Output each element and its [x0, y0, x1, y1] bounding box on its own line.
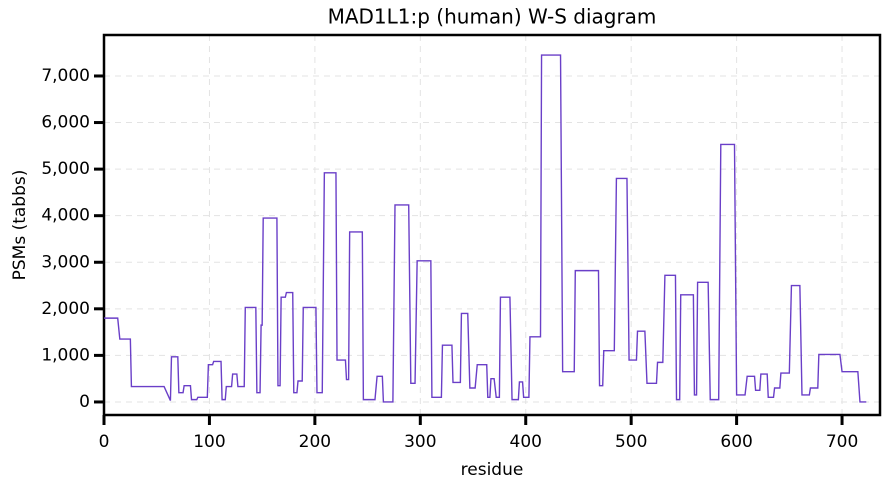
x-tick-label: 500	[615, 432, 647, 452]
x-tick-label: 0	[99, 432, 110, 452]
y-tick-label: 5,000	[41, 159, 90, 179]
y-tick-label: 6,000	[41, 113, 90, 133]
y-tick-label: 2,000	[41, 299, 90, 319]
y-tick-label: 3,000	[41, 252, 90, 272]
y-tick-label: 0	[79, 392, 90, 412]
y-tick-label: 4,000	[41, 206, 90, 226]
data-line	[104, 54, 867, 403]
y-tick-label: 7,000	[41, 66, 90, 86]
x-tick-label: 100	[193, 432, 225, 452]
x-tick-label: 200	[299, 432, 331, 452]
x-axis-label: residue	[461, 460, 524, 480]
x-tick-label: 700	[826, 432, 858, 452]
x-tick-label: 300	[404, 432, 436, 452]
x-tick-label: 400	[510, 432, 542, 452]
plot-frame	[102, 33, 882, 417]
chart-title: MAD1L1:p (human) W-S diagram	[328, 5, 657, 29]
x-tick-label: 600	[720, 432, 752, 452]
y-axis-label: PSMs (tabbs)	[10, 170, 30, 281]
y-tick-label: 1,000	[41, 345, 90, 365]
